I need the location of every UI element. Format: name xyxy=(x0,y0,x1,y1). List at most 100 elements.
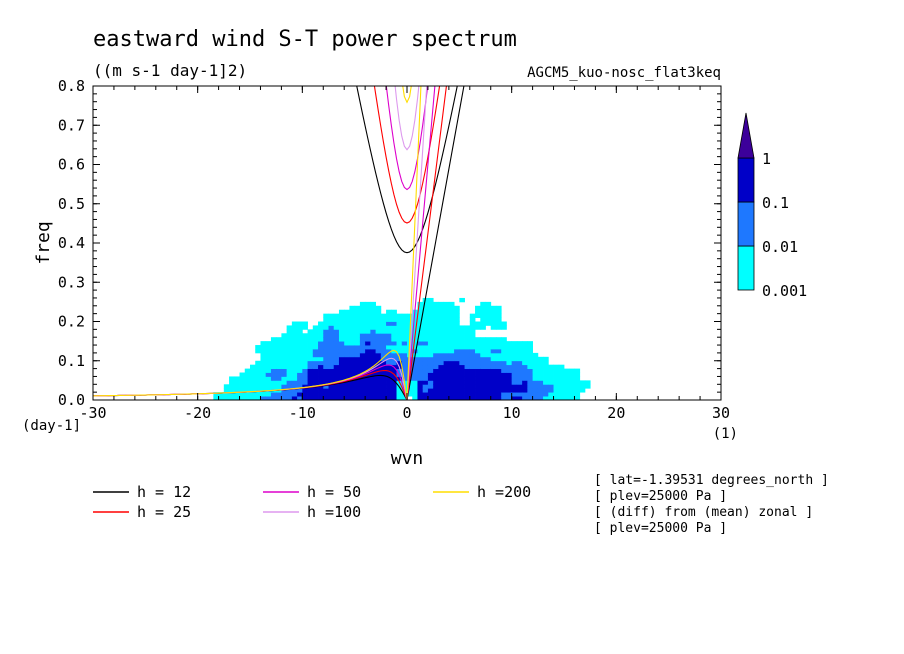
spectrum-cell xyxy=(255,380,261,385)
spectrum-cell xyxy=(344,388,350,393)
spectrum-cell xyxy=(469,317,476,322)
spectrum-cell xyxy=(443,305,450,311)
spectrum-cell xyxy=(265,348,272,354)
spectrum-cell xyxy=(255,376,261,381)
spectrum-cell xyxy=(380,348,387,354)
spectrum-cell xyxy=(260,372,267,377)
spectrum-cell xyxy=(422,368,429,373)
spectrum-cell xyxy=(516,384,523,389)
spectrum-cell xyxy=(553,396,560,400)
spectrum-cell xyxy=(260,388,267,393)
spectrum-cell xyxy=(553,372,560,377)
spectrum-cell xyxy=(501,345,507,350)
spectrum-cell xyxy=(354,329,361,334)
spectrum-cell xyxy=(396,313,403,318)
spectrum-cell xyxy=(391,337,397,342)
spectrum-cell xyxy=(244,368,251,373)
spectrum-cell xyxy=(522,376,528,381)
spectrum-cell xyxy=(475,364,481,370)
spectrum-cell xyxy=(569,396,575,400)
spectrum-cell xyxy=(501,348,507,354)
spectrum-cell xyxy=(501,364,507,370)
spectrum-cell xyxy=(323,360,329,366)
spectrum-cell xyxy=(438,329,445,334)
spectrum-cell xyxy=(276,341,282,346)
spectrum-cell xyxy=(297,348,303,354)
spectrum-cell xyxy=(464,380,471,385)
spectrum-cell xyxy=(312,396,319,400)
spectrum-cell xyxy=(312,388,319,393)
spectrum-cell xyxy=(511,372,518,377)
spectrum-cell xyxy=(495,380,502,385)
spectrum-cell xyxy=(255,364,261,370)
spectrum-cell xyxy=(213,396,219,400)
spectrum-cell xyxy=(375,368,382,373)
spectrum-cell xyxy=(349,388,356,393)
spectrum-cell xyxy=(459,384,465,389)
spectrum-cell xyxy=(250,396,256,400)
spectrum-cell xyxy=(365,392,371,397)
spectrum-cell xyxy=(255,360,261,366)
spectrum-cell xyxy=(532,388,539,393)
spectrum-cell xyxy=(333,356,340,362)
spectrum-cell xyxy=(286,337,293,342)
model-label: AGCM5_kuo-nosc_flat3keq xyxy=(527,65,721,81)
spectrum-cell xyxy=(522,384,528,389)
spectrum-cell xyxy=(354,360,361,366)
spectrum-cell xyxy=(349,364,356,370)
spectrum-cell xyxy=(464,341,471,346)
spectrum-cell xyxy=(490,380,497,385)
spectrum-cell xyxy=(386,341,392,346)
spectrum-cell xyxy=(454,333,460,338)
spectrum-cell xyxy=(417,384,424,389)
spectrum-cell xyxy=(417,380,424,385)
spectrum-cell xyxy=(464,329,471,334)
spectrum-cell xyxy=(338,356,345,362)
spectrum-cell xyxy=(307,337,314,342)
spectrum-cell xyxy=(297,341,303,346)
spectrum-cell xyxy=(490,396,497,400)
spectrum-cell xyxy=(265,364,272,370)
spectrum-cell xyxy=(307,333,314,338)
spectrum-cell xyxy=(527,345,533,350)
spectrum-cell xyxy=(234,376,240,381)
spectrum-cell xyxy=(365,360,371,366)
spectrum-cell xyxy=(548,376,554,381)
spectrum-cell xyxy=(506,384,513,389)
spectrum-cell xyxy=(307,392,314,397)
spectrum-cell xyxy=(433,352,439,358)
spectrum-cell xyxy=(407,317,413,322)
spectrum-cell xyxy=(323,396,329,400)
spectrum-cell xyxy=(265,356,272,362)
spectrum-cell xyxy=(323,337,329,342)
spectrum-cell xyxy=(297,333,303,338)
spectrum-cell xyxy=(464,356,471,362)
spectrum-cell xyxy=(333,360,340,366)
spectrum-cell xyxy=(469,360,476,366)
spectrum-cell xyxy=(328,396,335,400)
spectrum-cell xyxy=(427,321,434,326)
spectrum-cell xyxy=(443,345,450,350)
spectrum-cell xyxy=(417,396,424,400)
spectrum-cell xyxy=(427,380,434,385)
spectrum-cell xyxy=(333,372,340,377)
spectrum-cell xyxy=(312,329,319,334)
spectrum-cell xyxy=(318,329,324,334)
spectrum-cell xyxy=(574,388,581,393)
spectrum-cell xyxy=(501,392,507,397)
legend-label: h = 50 xyxy=(307,483,361,501)
spectrum-cell xyxy=(401,372,408,377)
spectrum-cell xyxy=(380,356,387,362)
spectrum-cell xyxy=(344,337,350,342)
spectrum-cell xyxy=(427,337,434,342)
spectrum-cell xyxy=(239,392,246,397)
spectrum-cell xyxy=(480,348,486,354)
spectrum-cell xyxy=(569,376,575,381)
spectrum-cell xyxy=(569,368,575,373)
spectrum-cell xyxy=(318,341,324,346)
spectrum-cell xyxy=(276,345,282,350)
spectrum-cell xyxy=(454,321,460,326)
spectrum-cell xyxy=(344,333,350,338)
spectrum-cell xyxy=(323,352,329,358)
spectrum-cell xyxy=(281,360,288,366)
